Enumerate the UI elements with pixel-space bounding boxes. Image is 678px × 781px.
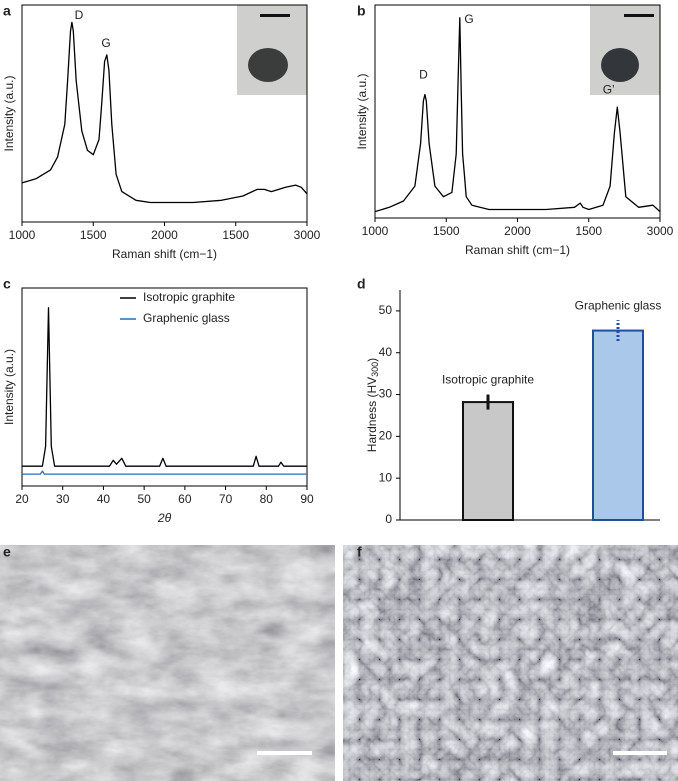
y-tick-label: 0 bbox=[385, 512, 392, 526]
y-axis-label: Intensity (a.u.) bbox=[355, 73, 369, 149]
x-axis-label: 2θ bbox=[157, 511, 172, 525]
x-tick-label: 40 bbox=[97, 492, 111, 506]
y-axis-label: Intensity (a.u.) bbox=[2, 75, 16, 151]
panel-label: c bbox=[3, 276, 11, 292]
x-tick-label: 3000 bbox=[647, 224, 674, 238]
x-tick-label: 1500 bbox=[433, 224, 460, 238]
inset-photo bbox=[237, 5, 307, 95]
panel-label: a bbox=[3, 3, 11, 19]
bar bbox=[592, 329, 644, 521]
y-tick-label: 10 bbox=[379, 470, 393, 484]
inset-photo bbox=[590, 5, 660, 95]
x-axis-label: Raman shift (cm−1) bbox=[112, 247, 217, 261]
x-tick-label: 1500 bbox=[222, 228, 249, 242]
x-tick-label: 3000 bbox=[294, 228, 321, 242]
x-tick-label: 20 bbox=[15, 492, 29, 506]
y-axis-label-part: Hardness (HV bbox=[365, 377, 379, 452]
x-tick-label: 1500 bbox=[575, 224, 602, 238]
panel-label: b bbox=[357, 3, 366, 19]
sem-image bbox=[0, 545, 335, 781]
bar-category-label: Graphenic glass bbox=[575, 298, 662, 312]
spectrum-line bbox=[21, 21, 308, 204]
x-tick-label: 60 bbox=[178, 492, 192, 506]
legend-label: Graphenic glass bbox=[143, 311, 230, 325]
y-tick-label: 40 bbox=[379, 345, 393, 359]
y-tick-label: 50 bbox=[379, 303, 393, 317]
peak-label: G’ bbox=[603, 82, 615, 96]
legend-label: Isotropic graphite bbox=[143, 290, 235, 304]
sem-image bbox=[343, 545, 678, 781]
spectrum-line bbox=[22, 470, 307, 475]
panel-label: e bbox=[3, 544, 11, 560]
x-tick-label: 80 bbox=[260, 492, 274, 506]
x-tick-label: 90 bbox=[300, 492, 314, 506]
peak-label: G bbox=[464, 12, 473, 26]
x-tick-label: 2000 bbox=[151, 228, 178, 242]
x-tick-label: 1000 bbox=[9, 228, 36, 242]
plot-frame bbox=[21, 287, 308, 487]
spectrum-line bbox=[22, 307, 307, 467]
bar bbox=[462, 401, 514, 521]
panel-label: d bbox=[357, 276, 366, 292]
peak-label: D bbox=[419, 67, 428, 81]
x-tick-label: 50 bbox=[137, 492, 151, 506]
y-axis-label-part: ) bbox=[365, 358, 379, 362]
x-tick-label: 1500 bbox=[80, 228, 107, 242]
y-axis-label: Hardness (HV300) bbox=[365, 358, 380, 452]
x-tick-label: 70 bbox=[219, 492, 233, 506]
x-tick-label: 1000 bbox=[362, 224, 389, 238]
bar-category-label: Isotropic graphite bbox=[442, 373, 534, 387]
y-axis-label-part: 300 bbox=[370, 362, 380, 377]
y-tick-label: 20 bbox=[379, 429, 393, 443]
x-axis-label: Raman shift (cm−1) bbox=[465, 243, 570, 257]
y-tick-label: 30 bbox=[379, 387, 393, 401]
x-tick-label: 2000 bbox=[504, 224, 531, 238]
panel-label: f bbox=[357, 544, 362, 560]
x-tick-label: 30 bbox=[56, 492, 70, 506]
y-axis-label: Intensity (a.u.) bbox=[2, 349, 16, 425]
peak-label: G bbox=[101, 36, 110, 50]
spectrum-line bbox=[374, 17, 661, 213]
peak-label: D bbox=[75, 8, 84, 22]
